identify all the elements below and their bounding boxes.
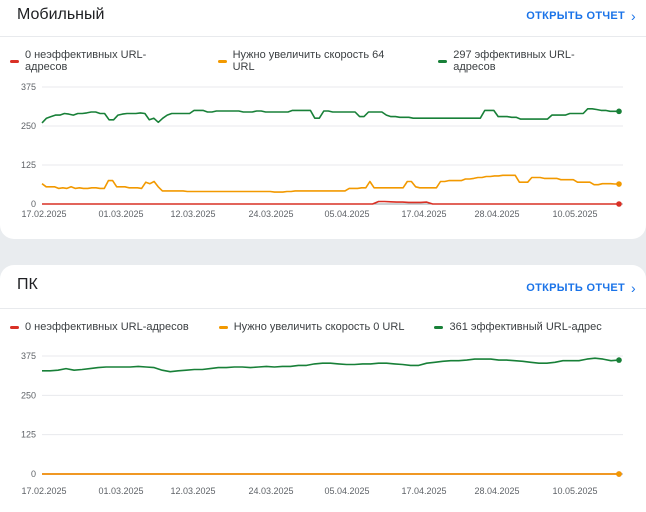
legend-swatch-red (10, 325, 19, 329)
chevron-right-icon: › (631, 280, 636, 296)
x-tick-label: 17.04.2025 (401, 486, 446, 496)
legend-label: Нужно увеличить скорость 64 URL (232, 49, 385, 73)
series-endpoint-1[interactable] (616, 471, 622, 477)
legend-item-poor[interactable]: 0 неэффективных URL-адресов (10, 49, 188, 73)
y-tick-label: 0 (31, 199, 36, 209)
legend-label: Нужно увеличить скорость 0 URL (233, 321, 405, 333)
y-tick-label: 125 (21, 430, 36, 440)
desktop-line-chart: 0 125 250 375 17.02.2025 01.03.2025 12.03.2025… (21, 351, 623, 496)
legend-swatch-orange (218, 325, 228, 329)
legend-swatch-red (10, 59, 19, 63)
legend-swatch-orange (217, 59, 227, 63)
x-tick-label: 24.03.2025 (248, 486, 293, 496)
legend-label: 361 эффективный URL-адрес (449, 321, 602, 333)
y-tick-label: 250 (21, 121, 36, 131)
x-tick-label: 12.03.2025 (170, 209, 215, 219)
series-line-1 (41, 174, 619, 193)
card-title: ПК (17, 276, 38, 293)
open-report-label: ОТКРЫТЬ ОТЧЕТ (526, 10, 626, 22)
x-tick-label: 01.03.2025 (98, 486, 143, 496)
y-tick-label: 250 (21, 390, 36, 400)
legend-item-needs-improvement[interactable]: Нужно увеличить скорость 0 URL (218, 321, 405, 333)
legend-item-good[interactable]: 297 эффективных URL-адресов (438, 49, 616, 73)
series-line-2 (42, 357, 620, 373)
card-title: Мобильный (17, 6, 105, 23)
y-tick-label: 0 (31, 469, 36, 479)
x-tick-label: 10.05.2025 (552, 209, 597, 219)
open-report-link[interactable]: ОТКРЫТЬ ОТЧЕТ › (526, 9, 636, 23)
x-tick-label: 10.05.2025 (552, 486, 597, 496)
open-report-link[interactable]: ОТКРЫТЬ ОТЧЕТ › (526, 281, 636, 295)
series-endpoint-0[interactable] (616, 201, 622, 207)
legend-swatch-green (434, 325, 444, 329)
chart-legend: 0 неэффективных URL-адресов Нужно увелич… (10, 321, 632, 333)
mobile-line-chart: 0 125 250 375 17.02.2025 01.03.2025 12.03.2025… (21, 82, 623, 219)
x-tick-label: 17.04.2025 (401, 209, 446, 219)
x-tick-label: 17.02.2025 (21, 209, 66, 219)
legend-label: 0 неэффективных URL-адресов (25, 321, 189, 333)
series-line-2 (41, 107, 619, 124)
legend-swatch-green (438, 59, 448, 63)
x-tick-label: 28.04.2025 (474, 209, 519, 219)
y-tick-label: 375 (21, 351, 36, 361)
x-tick-label: 17.02.2025 (21, 486, 66, 496)
y-tick-label: 125 (21, 160, 36, 170)
divider (0, 308, 646, 309)
x-tick-label: 05.04.2025 (324, 486, 369, 496)
x-tick-label: 01.03.2025 (98, 209, 143, 219)
legend-item-good[interactable]: 361 эффективный URL-адрес (434, 321, 602, 333)
legend-label: 0 неэффективных URL-адресов (24, 49, 147, 73)
chart-legend: 0 неэффективных URL-адресов Нужно увелич… (10, 49, 646, 73)
desktop-report-card: ПК ОТКРЫТЬ ОТЧЕТ › 0 неэффективных URL-а… (0, 265, 646, 512)
series-endpoint-2[interactable] (616, 357, 622, 363)
legend-item-poor[interactable]: 0 неэффективных URL-адресов (10, 321, 189, 333)
divider (0, 36, 646, 37)
legend-item-needs-improvement[interactable]: Нужно увеличить скорость 64 URL (217, 49, 409, 73)
x-tick-label: 28.04.2025 (474, 486, 519, 496)
x-tick-label: 05.04.2025 (324, 209, 369, 219)
mobile-report-card: Мобильный ОТКРЫТЬ ОТЧЕТ › 0 неэффективны… (0, 0, 646, 239)
legend-label: 297 эффективных URL-адресов (453, 49, 575, 73)
series-line-0 (42, 200, 619, 205)
chevron-right-icon: › (631, 8, 636, 24)
y-tick-label: 375 (21, 82, 36, 92)
series-endpoint-2[interactable] (616, 108, 622, 115)
x-tick-label: 24.03.2025 (248, 209, 293, 219)
open-report-label: ОТКРЫТЬ ОТЧЕТ (526, 282, 626, 294)
x-tick-label: 12.03.2025 (170, 486, 215, 496)
series-endpoint-1[interactable] (616, 181, 622, 187)
